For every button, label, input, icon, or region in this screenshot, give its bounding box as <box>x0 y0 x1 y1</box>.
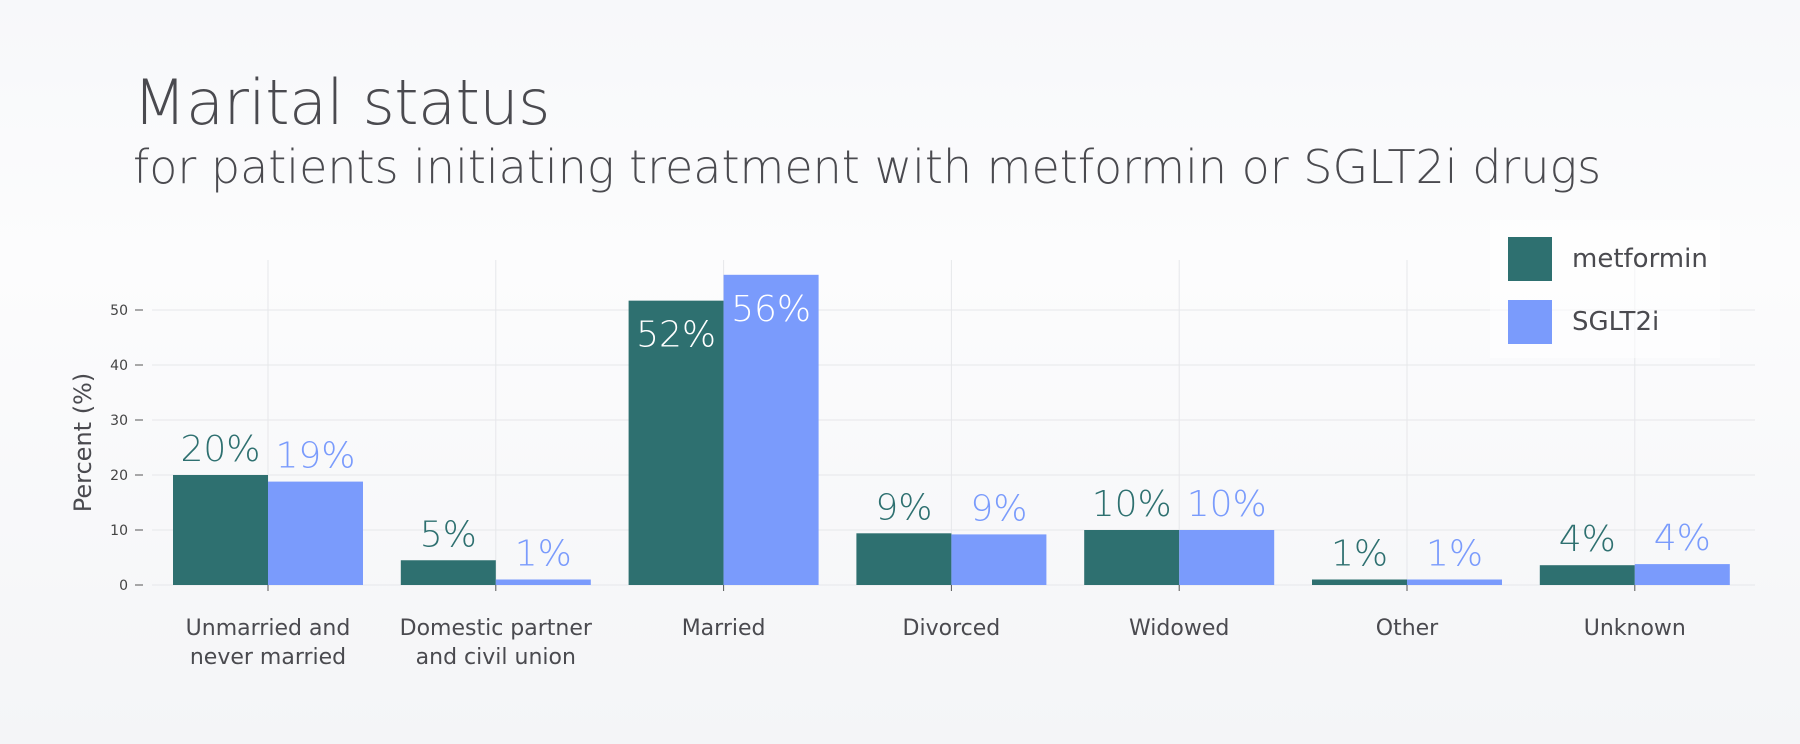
legend: metformin SGLT2i <box>1490 220 1720 358</box>
x-tick-label: Domestic partner and civil union <box>400 616 593 670</box>
x-tick-label: Widowed <box>1129 616 1229 641</box>
data-label-sglt2i-3: 9% <box>970 488 1027 529</box>
y-tick-label: 10 <box>110 523 128 539</box>
bar-metformin-0 <box>173 475 268 585</box>
data-label-metformin-4: 10% <box>1092 484 1172 525</box>
bar-sglt2i-2 <box>723 274 819 585</box>
y-tick-label: 30 <box>110 413 128 429</box>
x-tick-label: Unmarried and never married <box>186 616 351 670</box>
y-tick-label: 20 <box>110 468 128 484</box>
bar-sglt2i-1 <box>495 579 591 585</box>
legend-label-metformin: metformin <box>1572 244 1708 274</box>
data-label-metformin-6: 4% <box>1559 519 1616 560</box>
chart-subtitle: for patients initiating treatment with m… <box>133 140 1602 194</box>
x-tick-label: Other <box>1376 616 1439 641</box>
bar-metformin-5 <box>1312 579 1407 585</box>
y-axis-label: Percent (%) <box>69 373 97 512</box>
bar-metformin-6 <box>1539 565 1635 585</box>
legend-item-metformin[interactable]: metformin <box>1508 237 1708 281</box>
data-label-sglt2i-6: 4% <box>1654 518 1711 559</box>
bar-metformin-1 <box>400 560 496 585</box>
y-tick-label: 0 <box>119 578 128 594</box>
legend-swatch-sglt2i <box>1508 300 1552 344</box>
data-label-metformin-3: 9% <box>875 487 932 528</box>
data-label-sglt2i-1: 1% <box>515 534 572 575</box>
data-label-sglt2i-4: 10% <box>1187 484 1267 525</box>
bar-sglt2i-5 <box>1407 579 1502 585</box>
data-label-sglt2i-5: 1% <box>1426 534 1483 575</box>
chart-title: Marital status <box>133 66 550 139</box>
bar-sglt2i-3 <box>951 534 1047 585</box>
bar-metformin-2 <box>628 300 724 585</box>
bar-sglt2i-0 <box>268 481 363 585</box>
y-tick-label: 50 <box>110 303 128 319</box>
y-tick-label: 40 <box>110 358 128 374</box>
x-tick-label: Unknown <box>1584 616 1686 641</box>
bar-sglt2i-6 <box>1634 564 1730 585</box>
legend-item-sglt2i[interactable]: SGLT2i <box>1508 300 1659 344</box>
bar-sglt2i-4 <box>1179 530 1275 585</box>
data-label-metformin-1: 5% <box>420 514 477 555</box>
data-label-sglt2i-2: 56% <box>731 289 811 330</box>
legend-swatch-metformin <box>1508 237 1552 281</box>
data-label-metformin-0: 20% <box>180 429 260 470</box>
data-label-metformin-2: 52% <box>636 315 716 356</box>
bar-metformin-4 <box>1084 530 1180 585</box>
data-label-sglt2i-0: 19% <box>275 436 355 477</box>
data-label-metformin-5: 1% <box>1331 534 1388 575</box>
legend-label-sglt2i: SGLT2i <box>1572 307 1660 337</box>
x-tick-label: Married <box>682 616 766 641</box>
bar-metformin-3 <box>856 533 952 585</box>
x-tick-label: Divorced <box>903 616 1001 641</box>
